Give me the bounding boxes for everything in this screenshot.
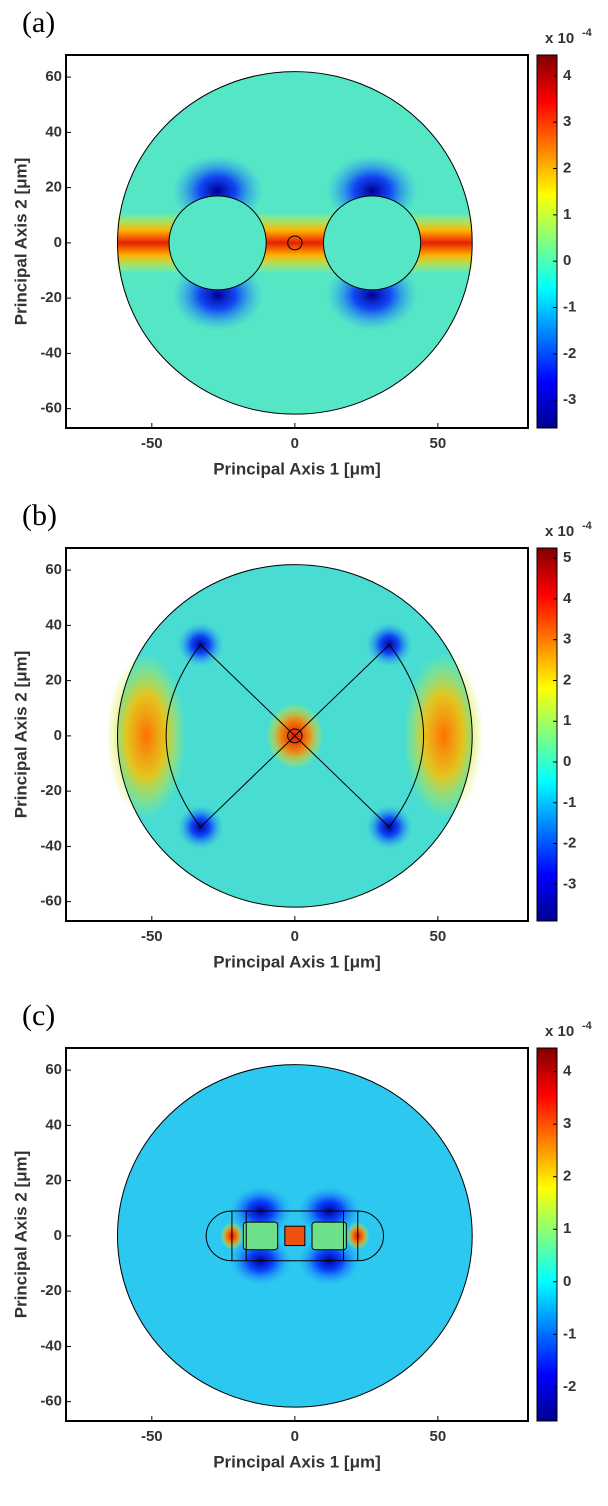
core — [287, 728, 303, 744]
colorbar — [536, 547, 558, 922]
colorbar-tick-label: 0 — [563, 753, 571, 770]
y-axis-label: Principal Axis 2 [μm] — [11, 158, 30, 326]
x-tick-label: 50 — [430, 1428, 447, 1445]
colorbar-tick-label: -2 — [563, 345, 576, 362]
outer-boundary — [116, 564, 473, 908]
colorbar-label: x 10 — [545, 523, 574, 540]
plot-frame — [65, 54, 529, 429]
field-blob — [403, 652, 484, 819]
colorbar — [536, 54, 558, 429]
colorbar-tick-label: 3 — [563, 113, 571, 130]
colorbar-tick-label: -1 — [563, 298, 576, 315]
plot-frame — [65, 547, 529, 922]
y-tick-label: 60 — [45, 1061, 62, 1078]
y-tick-label: 0 — [54, 234, 62, 251]
inclusion — [322, 195, 422, 291]
panel-label: (b) — [22, 499, 57, 532]
colorbar — [536, 1047, 558, 1422]
colorbar-tick-label: -3 — [563, 875, 576, 892]
y-tick-label: -40 — [40, 344, 62, 361]
y-tick-label: 0 — [54, 727, 62, 744]
colorbar-tick-label: 1 — [563, 712, 571, 729]
y-tick-label: -40 — [40, 837, 62, 854]
colorbar-tick-label: -3 — [563, 391, 576, 408]
colorbar-tick-label: 5 — [563, 549, 571, 566]
colorbar-label: x 10 — [545, 30, 574, 47]
field-blob — [106, 652, 187, 819]
colorbar-tick-label: 4 — [563, 67, 572, 84]
y-axis-label: Principal Axis 2 [μm] — [11, 1151, 30, 1319]
x-tick-label: -50 — [141, 928, 163, 945]
x-tick-label: 0 — [291, 928, 299, 945]
colorbar-tick-label: 2 — [563, 159, 571, 176]
y-tick-label: -60 — [40, 1393, 62, 1410]
y-tick-label: 0 — [54, 1227, 62, 1244]
y-tick-label: 40 — [45, 1116, 62, 1133]
y-tick-label: -60 — [40, 893, 62, 910]
plot-frame — [65, 1047, 529, 1422]
colorbar-tick-label: -2 — [563, 1378, 576, 1395]
y-tick-label: 60 — [45, 68, 62, 85]
panel-label: (c) — [22, 999, 55, 1032]
colorbar-tick-label: 4 — [563, 590, 572, 607]
x-tick-label: -50 — [141, 435, 163, 452]
colorbar-tick-label: 4 — [563, 1063, 572, 1080]
y-tick-label: 20 — [45, 1172, 62, 1189]
y-tick-label: -20 — [40, 782, 62, 799]
y-axis-label: Principal Axis 2 [μm] — [11, 651, 30, 819]
inclusion — [242, 1221, 279, 1251]
colorbar-tick-label: 3 — [563, 631, 571, 648]
y-tick-label: 40 — [45, 616, 62, 633]
colorbar-tick-label: 1 — [563, 206, 571, 223]
outer-boundary — [116, 1064, 473, 1408]
panel-label: (a) — [22, 6, 55, 39]
x-tick-label: 0 — [291, 1428, 299, 1445]
colorbar-tick-label: -1 — [563, 794, 576, 811]
colorbar-tick-label: 2 — [563, 671, 571, 688]
inclusion — [168, 195, 267, 291]
y-tick-label: 20 — [45, 179, 62, 196]
core — [287, 235, 303, 251]
colorbar-tick-label: 0 — [563, 1273, 571, 1290]
colorbar-tick-label: 3 — [563, 1115, 571, 1132]
x-tick-label: -50 — [141, 1428, 163, 1445]
colorbar-exponent: -4 — [582, 1020, 593, 1032]
colorbar-label: x 10 — [545, 1023, 574, 1040]
y-tick-label: -20 — [40, 289, 62, 306]
core — [284, 1225, 306, 1247]
boundary — [205, 1210, 385, 1262]
y-tick-label: 40 — [45, 123, 62, 140]
colorbar-tick-label: -1 — [563, 1325, 576, 1342]
boundary — [165, 644, 424, 828]
colorbar-tick-label: 0 — [563, 252, 571, 269]
colorbar-tick-label: 2 — [563, 1168, 571, 1185]
x-axis-label: Principal Axis 1 [μm] — [213, 952, 381, 971]
y-tick-label: -60 — [40, 400, 62, 417]
y-tick-label: 20 — [45, 672, 62, 689]
colorbar-exponent: -4 — [582, 27, 593, 39]
y-tick-label: -20 — [40, 1282, 62, 1299]
outer-boundary — [116, 71, 473, 415]
colorbar-tick-label: -2 — [563, 835, 576, 852]
y-tick-label: -40 — [40, 1337, 62, 1354]
inclusion — [311, 1221, 347, 1251]
y-tick-label: 60 — [45, 561, 62, 578]
x-tick-label: 50 — [430, 435, 447, 452]
x-axis-label: Principal Axis 1 [μm] — [213, 459, 381, 478]
x-tick-label: 0 — [291, 435, 299, 452]
colorbar-exponent: -4 — [582, 520, 593, 532]
colorbar-tick-label: 1 — [563, 1220, 571, 1237]
x-tick-label: 50 — [430, 928, 447, 945]
x-axis-label: Principal Axis 1 [μm] — [213, 1452, 381, 1471]
